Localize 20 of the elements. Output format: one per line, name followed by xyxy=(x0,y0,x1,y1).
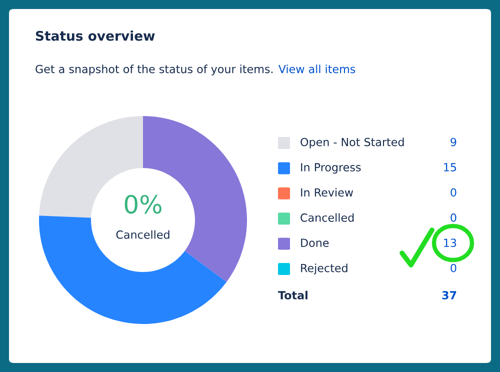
text: 0 xyxy=(450,213,456,222)
legend-label: Cancelled xyxy=(300,213,354,222)
text: 0 xyxy=(450,188,456,197)
text: Cancelled xyxy=(116,230,170,239)
chart-subtitle: Get a snapshot of the status of your items. xyxy=(36,64,273,76)
text: 0% xyxy=(124,194,162,214)
legend-label: Rejected xyxy=(301,264,348,274)
legend-label: Open - Not Started xyxy=(300,138,404,148)
legend-label: In Review xyxy=(301,188,354,197)
data-label: 9 xyxy=(450,138,456,146)
donut-slice xyxy=(39,216,227,324)
text: 0 xyxy=(450,264,456,272)
data-label: 15 xyxy=(444,163,456,172)
text: 37 xyxy=(442,291,456,300)
legend-label: In Progress xyxy=(301,163,361,174)
chart-title: Status overview xyxy=(36,30,155,41)
text: Total xyxy=(278,290,308,300)
legend-label: Done xyxy=(301,238,329,248)
data-label: 13 xyxy=(444,238,456,248)
text: View all items xyxy=(278,64,356,74)
